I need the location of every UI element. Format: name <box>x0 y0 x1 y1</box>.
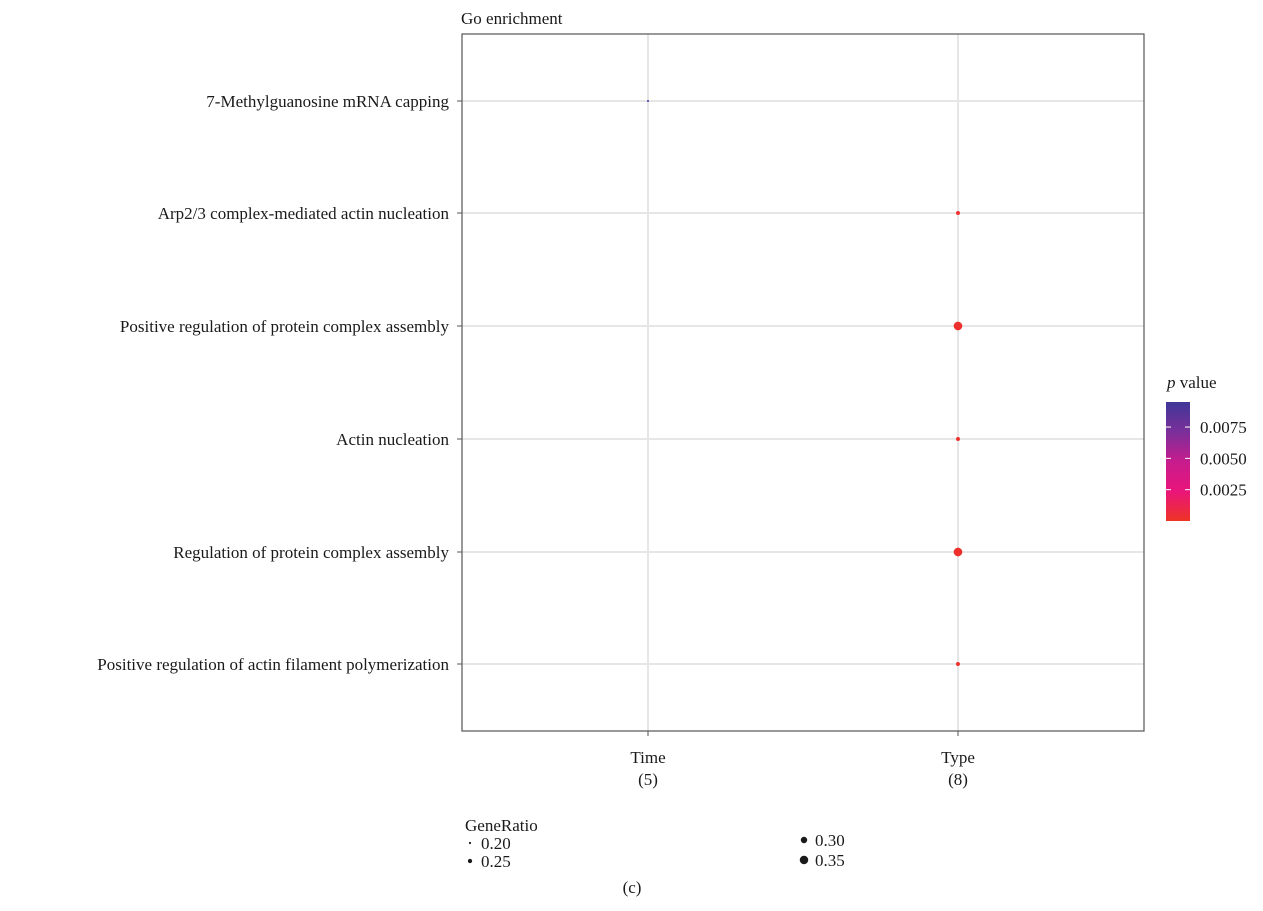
gene-ratio-legend: GeneRatio 0.200.25 0.300.35 <box>465 816 845 871</box>
p-value-legend-title-italic: p <box>1166 373 1176 392</box>
plot-panel-border <box>461 33 1145 732</box>
colorbar-tick-label: 0.0025 <box>1200 481 1247 500</box>
gene-ratio-legend-dot <box>799 855 809 865</box>
x-axis-labels: Time (5) Type (8) <box>630 731 975 789</box>
y-tick-label: Actin nucleation <box>336 430 449 449</box>
x-tick-label: Time <box>630 748 665 767</box>
p-value-legend-title-rest: value <box>1176 373 1217 392</box>
data-point <box>956 437 960 441</box>
gene-ratio-legend-label: 0.20 <box>481 834 511 853</box>
gene-ratio-legend-dot <box>467 858 473 864</box>
colorbar-tick-label: 0.0050 <box>1200 449 1247 468</box>
gene-ratio-legend-dot <box>800 836 808 844</box>
p-value-legend-title: p value <box>1166 373 1217 392</box>
data-point <box>647 100 649 102</box>
data-point <box>953 547 963 557</box>
chart-title: Go enrichment <box>461 9 563 28</box>
x-tick-count: (5) <box>638 770 658 789</box>
x-tick-count: (8) <box>948 770 968 789</box>
data-points <box>647 100 963 666</box>
gene-ratio-legend-items: 0.200.25 0.300.35 <box>467 831 845 871</box>
p-value-legend: p value 0.0075 0.0050 0.0025 <box>1166 373 1247 521</box>
gene-ratio-legend-label: 0.25 <box>481 852 511 871</box>
y-tick-label: 7-Methylguanosine mRNA capping <box>206 92 449 111</box>
gene-ratio-legend-label: 0.35 <box>815 851 845 870</box>
data-point <box>956 662 960 666</box>
grid-lines <box>462 34 1144 731</box>
p-value-legend-ticks: 0.0075 0.0050 0.0025 <box>1166 418 1247 500</box>
p-value-colorbar <box>1166 402 1190 521</box>
x-tick-label: Type <box>941 748 975 767</box>
figure-caption: (c) <box>623 878 642 897</box>
colorbar-tick-label: 0.0075 <box>1200 418 1247 437</box>
gene-ratio-legend-title: GeneRatio <box>465 816 538 835</box>
data-point <box>953 321 963 331</box>
gene-ratio-legend-label: 0.30 <box>815 831 845 850</box>
gene-ratio-legend-dot <box>468 841 472 845</box>
y-axis-labels: 7-Methylguanosine mRNA capping Arp2/3 com… <box>97 92 462 674</box>
y-tick-label: Regulation of protein complex assembly <box>173 543 449 562</box>
y-tick-label: Positive regulation of protein complex a… <box>120 317 450 336</box>
y-tick-label: Arp2/3 complex-mediated actin nucleation <box>158 204 450 223</box>
data-point <box>956 211 960 215</box>
y-tick-label: Positive regulation of actin filament po… <box>97 655 449 674</box>
